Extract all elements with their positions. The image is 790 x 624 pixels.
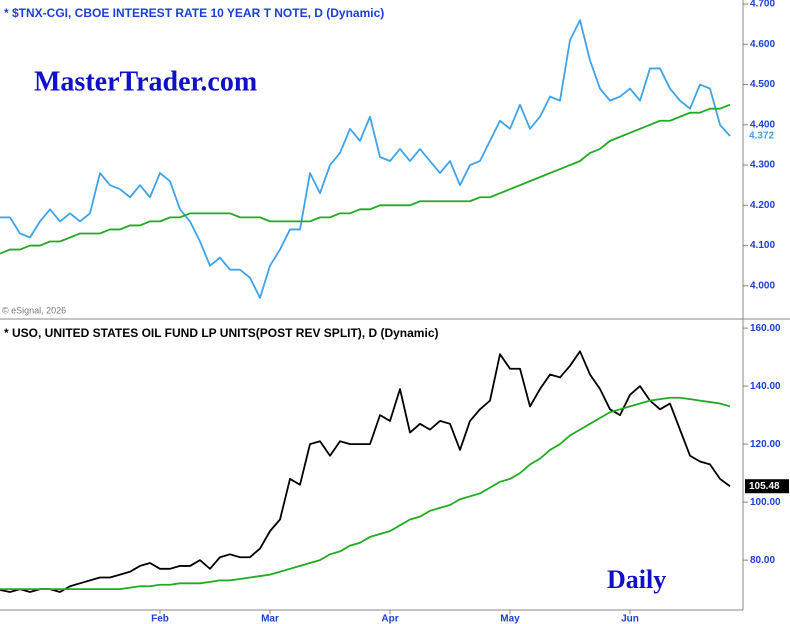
y-tick-label: 4.400 [750, 119, 775, 130]
watermark: Daily [607, 565, 666, 594]
y-tick-label: 140.00 [750, 381, 781, 392]
x-tick-label: Mar [261, 614, 279, 624]
y-tick-label: 4.000 [750, 280, 775, 291]
y-tick-label: 4.300 [750, 160, 775, 171]
last-value-tag [745, 479, 789, 494]
y-tick-label: 80.00 [750, 555, 775, 566]
price-line [0, 19, 731, 299]
x-tick-label: Apr [381, 614, 398, 624]
price-line [0, 350, 731, 593]
y-tick-label: 4.600 [750, 39, 775, 50]
x-tick-label: Feb [151, 614, 169, 624]
last-value-tag [745, 129, 789, 144]
panel-title: * $TNX-CGI, CBOE INTEREST RATE 10 YEAR T… [4, 6, 384, 20]
x-tick-label: Jun [621, 614, 639, 624]
price-line [0, 103, 731, 255]
y-tick-label: 100.00 [750, 497, 781, 508]
y-tick-label: 160.00 [750, 323, 781, 334]
panel-title: * USO, UNITED STATES OIL FUND LP UNITS(P… [4, 326, 438, 340]
y-tick-label: 4.200 [750, 200, 775, 211]
y-tick-label: 4.500 [750, 79, 775, 90]
last-value-label: 4.372 [749, 131, 774, 142]
watermark: MasterTrader.com [34, 66, 257, 97]
y-tick-label: 120.00 [750, 439, 781, 450]
last-value-label: 105.48 [749, 481, 780, 492]
y-tick-label: 4.700 [750, 0, 775, 10]
x-tick-label: May [500, 614, 520, 624]
price-line [0, 396, 731, 591]
source-note: © eSignal, 2026 [2, 305, 66, 315]
y-tick-label: 4.100 [750, 240, 775, 251]
